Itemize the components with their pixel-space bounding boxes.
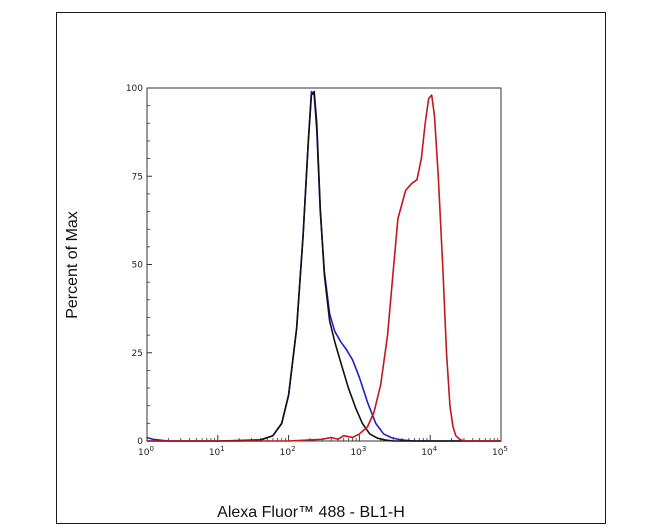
series-layer — [146, 90, 501, 442]
series-line-2 — [147, 90, 501, 442]
y-axis-label: Percent of Max — [64, 211, 81, 319]
x-tick-label: 104 — [421, 445, 437, 458]
x-tick-label: 102 — [280, 445, 296, 458]
y-tick-label: 0 — [137, 437, 143, 447]
x-axis-label: Alexa Fluor™ 488 - BL1-H — [217, 504, 405, 521]
figure-frame: 0 25 50 75 100 100 101 102 103 104 105 Percent of… — [56, 12, 606, 524]
x-tick-label: 105 — [492, 445, 508, 458]
y-tick-label: 25 — [132, 349, 143, 359]
x-tick-label: 103 — [350, 445, 366, 458]
y-tick-label: 100 — [126, 84, 143, 94]
x-tick-label: 101 — [209, 445, 225, 458]
x-tick-label: 100 — [138, 445, 154, 458]
series-line-3 — [147, 94, 501, 442]
histogram-chart: 0 25 50 75 100 100 101 102 103 104 105 Percent of… — [64, 84, 508, 521]
y-tick-label: 75 — [132, 172, 143, 182]
y-axis: 0 25 50 75 100 — [126, 84, 152, 447]
y-tick-label: 50 — [132, 261, 144, 271]
